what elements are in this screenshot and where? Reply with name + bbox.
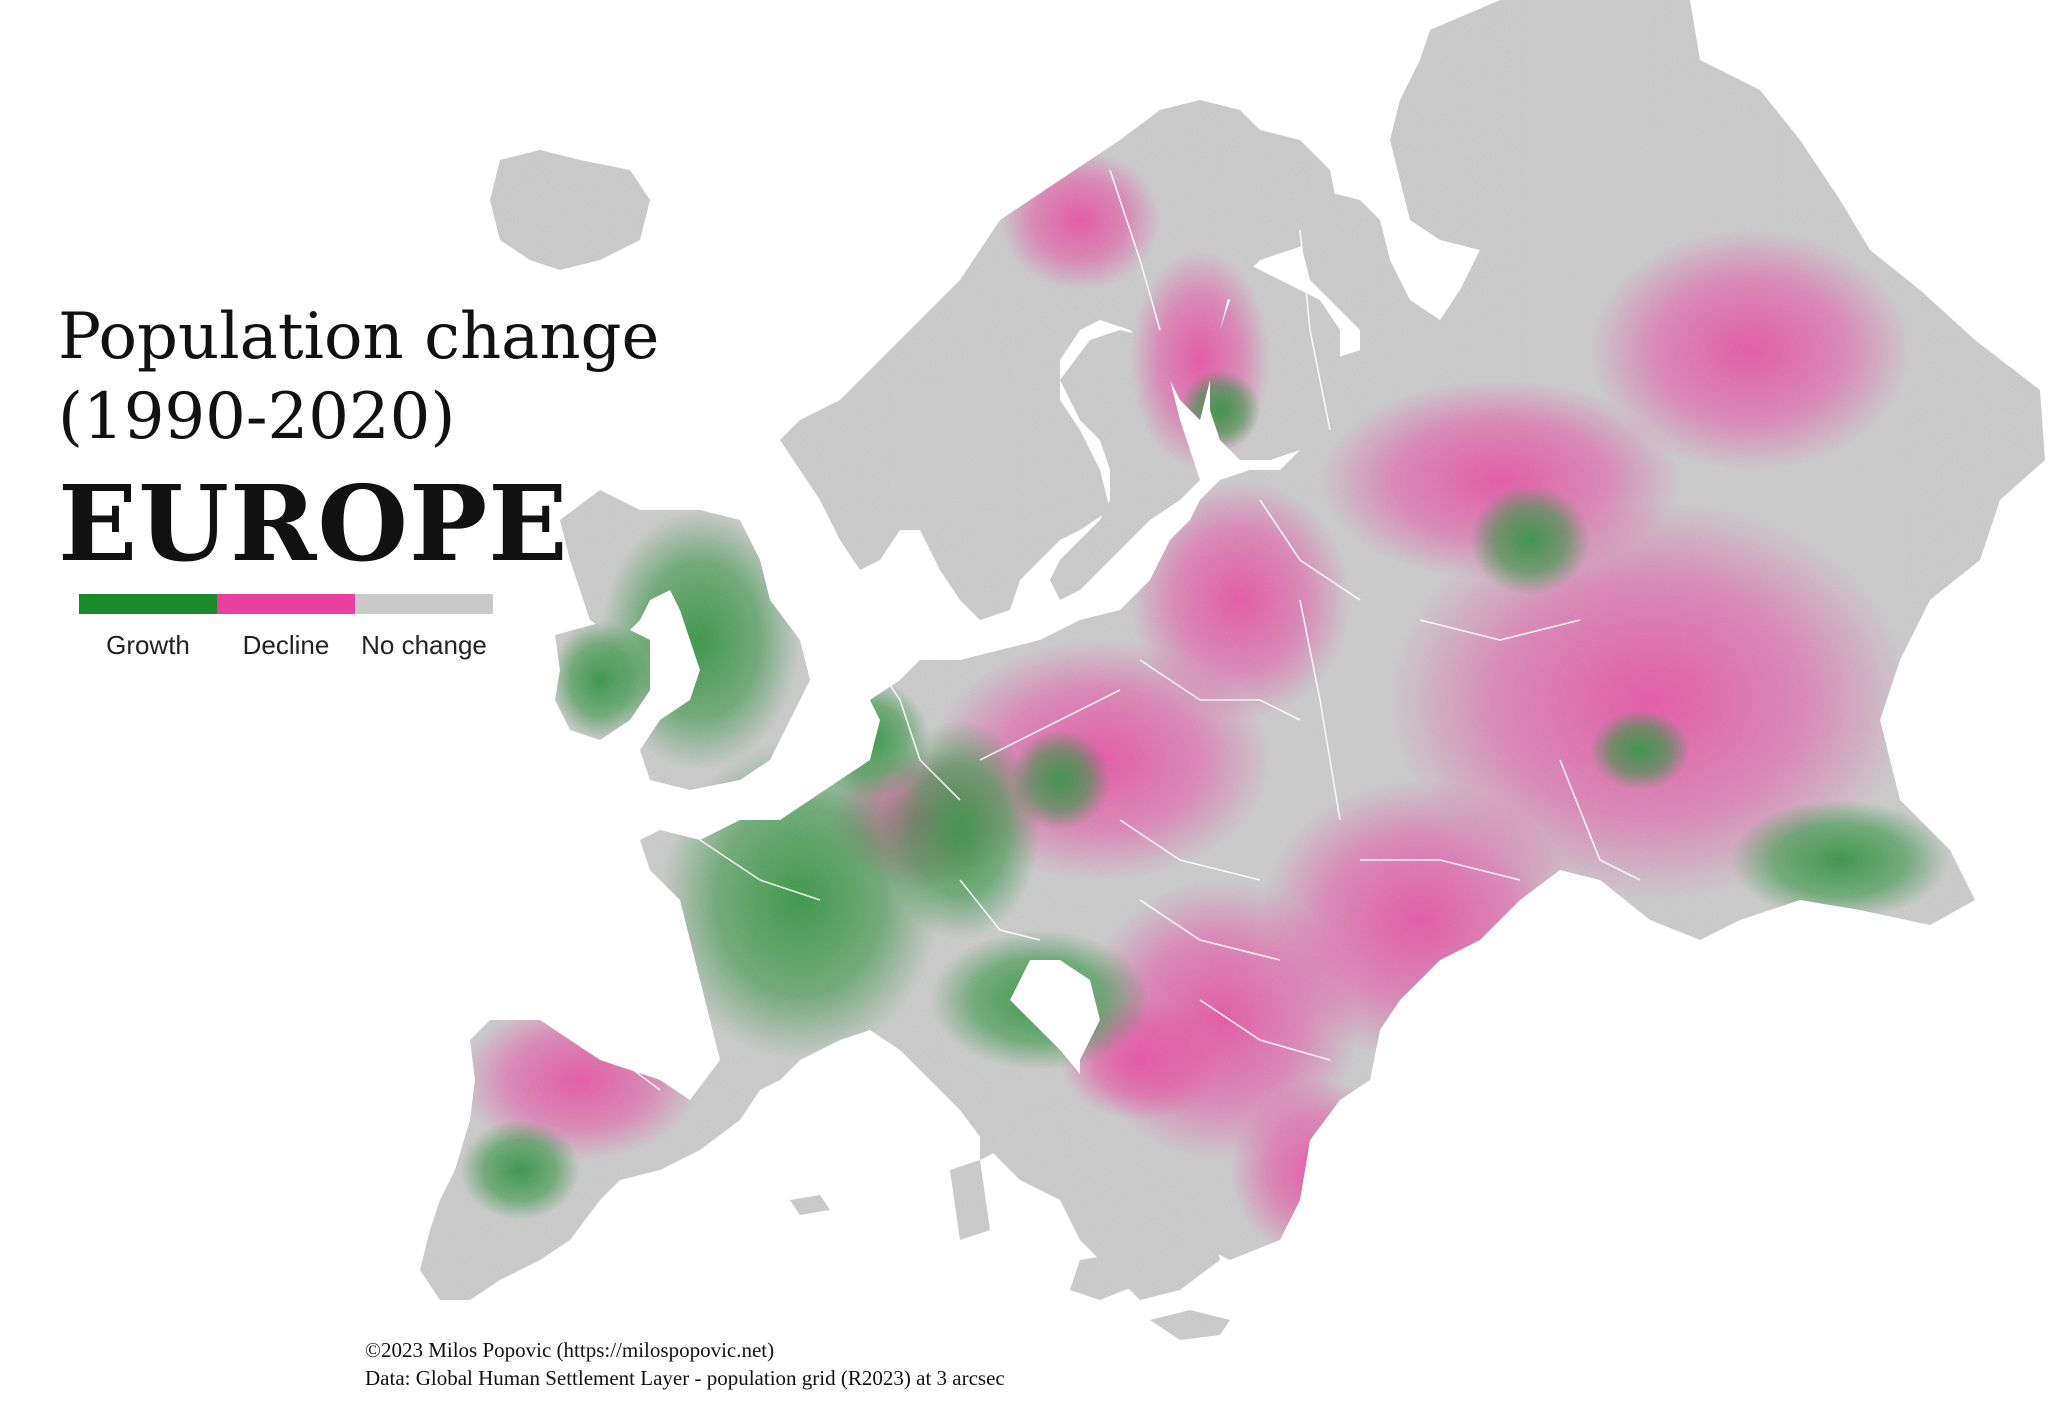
map-title-line1: Population change	[58, 300, 660, 374]
legend-label-decline: Decline	[242, 630, 330, 660]
copyright-credit: ©2023 Milos Popovic (https://milospopovi…	[365, 1338, 775, 1362]
legend-label-no-change: No change	[361, 630, 487, 660]
legend-swatch-no-change	[355, 594, 493, 614]
map-title-line2: (1990-2020)	[58, 380, 456, 454]
map-title-region: EUROPE	[58, 462, 569, 585]
country-borders	[559, 169, 1641, 1091]
legend-label-growth: Growth	[106, 630, 190, 660]
legend-swatch-decline	[217, 594, 355, 614]
legend-swatch-growth	[79, 594, 217, 614]
data-source-credit: Data: Global Human Settlement Layer - po…	[365, 1366, 1005, 1390]
